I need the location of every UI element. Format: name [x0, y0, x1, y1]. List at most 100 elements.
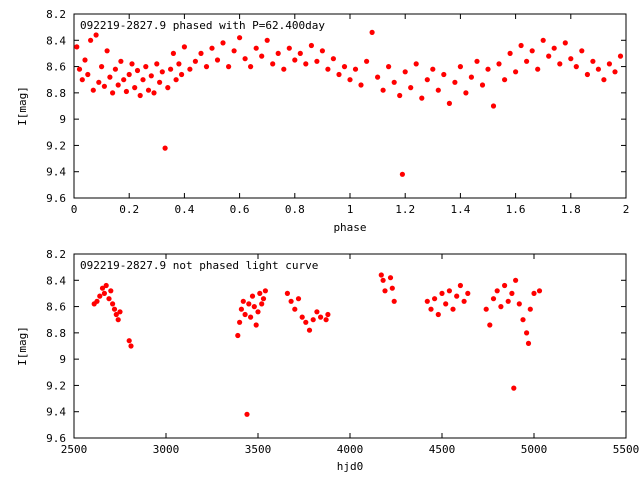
data-point [535, 66, 541, 72]
data-point [253, 45, 259, 51]
data-point [108, 288, 114, 294]
data-point [203, 64, 210, 70]
data-point [325, 66, 331, 72]
data-point [428, 306, 434, 312]
chart-title: 092219-2827.9 phased with P=62.400day [80, 19, 325, 32]
data-point [259, 53, 265, 59]
plot-frame [73, 253, 627, 439]
data-point [590, 58, 596, 64]
data-point [137, 92, 143, 99]
y-tick-label: 9.6 [46, 192, 66, 205]
data-point [115, 82, 121, 88]
data-point [275, 50, 281, 57]
data-point [341, 64, 348, 70]
data-point [248, 314, 254, 320]
data-point [318, 314, 324, 320]
data-point [375, 74, 381, 80]
data-point [99, 64, 105, 70]
x-tick-label: 0.6 [230, 203, 250, 216]
y-tick-label: 8.6 [46, 61, 66, 74]
y-tick-label: 8.2 [46, 248, 66, 261]
data-point [288, 298, 294, 304]
x-tick-label: 1.8 [561, 203, 581, 216]
x-tick-label: 0.8 [285, 203, 305, 216]
data-point [568, 56, 574, 62]
data-point [244, 411, 250, 417]
data-point [231, 48, 237, 54]
data-point [106, 296, 112, 302]
data-point [209, 45, 215, 51]
y-tick-label: 8.8 [46, 327, 66, 340]
y-tick-label: 8.2 [46, 8, 66, 21]
data-point [446, 100, 452, 106]
data-point [584, 71, 591, 78]
data-point [525, 340, 532, 346]
data-point [518, 42, 524, 49]
data-point [93, 32, 99, 38]
data-point [111, 306, 118, 312]
data-point [380, 277, 386, 283]
data-point [103, 282, 109, 289]
data-point [85, 71, 91, 78]
y-tick-label: 8.4 [46, 34, 66, 47]
data-point [192, 58, 198, 64]
data-point [306, 327, 313, 333]
data-point [260, 296, 267, 302]
data-point [262, 288, 268, 294]
data-point [310, 317, 316, 323]
data-point [490, 296, 497, 302]
data-point [443, 301, 449, 307]
x-tick-label: 3500 [245, 443, 272, 456]
data-point [531, 290, 537, 296]
x-tick-label: 4000 [337, 443, 364, 456]
data-point [88, 37, 94, 43]
data-point [132, 85, 138, 91]
x-tick-label: 2500 [61, 443, 88, 456]
data-point [468, 74, 474, 80]
data-point [524, 58, 530, 64]
data-point [214, 57, 221, 63]
chart-title: 092219-2827.9 not phased light curve [80, 259, 318, 272]
plot-1: 0 0.2 0.4 0.6 0.8 1 1.2 1.4 1.6 1.8 2 8.2 8.4 8.6 8.8 9… [16, 8, 629, 234]
data-point [123, 88, 129, 95]
data-point [308, 42, 314, 49]
data-point [96, 79, 102, 85]
data-point [562, 40, 568, 46]
data-point [134, 67, 141, 74]
x-tick-label: 0.2 [119, 203, 139, 216]
data-point [76, 66, 83, 72]
data-point [115, 317, 121, 323]
data-point [299, 314, 305, 320]
data-point [128, 343, 134, 349]
data-point [490, 103, 497, 109]
data-point [107, 74, 113, 80]
data-point [507, 50, 513, 57]
data-point [435, 311, 441, 318]
data-point [432, 296, 438, 302]
data-point [439, 290, 445, 296]
x-tick-label: 3000 [153, 443, 180, 456]
data-point [101, 290, 107, 296]
data-point [402, 69, 408, 75]
data-point [408, 85, 414, 91]
data-point [513, 69, 519, 75]
data-point [140, 77, 146, 83]
data-point [242, 56, 248, 62]
data-point [264, 37, 270, 43]
data-point [297, 50, 303, 57]
y-tick-label: 8.6 [46, 301, 66, 314]
data-point [358, 82, 364, 88]
data-point [74, 44, 80, 50]
data-point [389, 285, 395, 291]
data-point [237, 319, 243, 325]
data-point [430, 66, 436, 72]
data-point [485, 66, 491, 72]
data-point [99, 285, 106, 291]
data-point [397, 92, 403, 99]
data-point [126, 338, 132, 344]
data-point [237, 35, 243, 41]
data-point [509, 290, 515, 296]
data-point [529, 48, 535, 54]
data-point [187, 66, 193, 72]
